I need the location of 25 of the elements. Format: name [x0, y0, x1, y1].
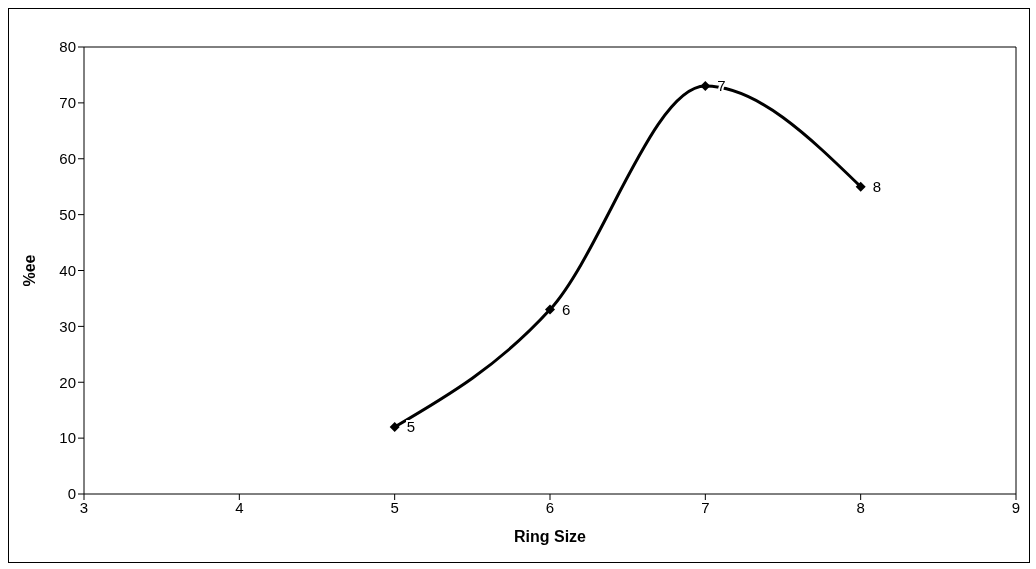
y-tick-label: 30	[59, 317, 76, 335]
y-tick-label: 80	[59, 38, 76, 56]
y-axis-title: %ee	[20, 254, 38, 287]
point	[389, 421, 400, 432]
x-tick-label: 4	[235, 498, 244, 516]
y-tick-label: 60	[59, 150, 76, 168]
point	[855, 181, 866, 192]
y-tick-label: 70	[59, 94, 76, 112]
y-tick-label: 20	[59, 373, 76, 391]
x-tick-label: 8	[856, 498, 865, 516]
x-tick-label: 9	[1011, 498, 1021, 516]
point	[545, 304, 555, 315]
y-tick-label: 50	[59, 205, 76, 223]
x-tick-label: 7	[701, 498, 710, 516]
annotation: 5	[406, 418, 416, 436]
x-tick-label: 3	[79, 498, 89, 516]
y-tick-label: 10	[59, 429, 76, 447]
point	[700, 81, 711, 92]
x-axis-title: Ring Size	[513, 528, 587, 545]
annotation: 8	[872, 177, 882, 195]
y-tick-label: 40	[59, 261, 76, 279]
x-tick-label: 5	[390, 498, 399, 516]
x-tick-label: 6	[545, 498, 555, 516]
y-tick-label: 0	[67, 485, 76, 503]
annotation: 6	[562, 300, 571, 318]
